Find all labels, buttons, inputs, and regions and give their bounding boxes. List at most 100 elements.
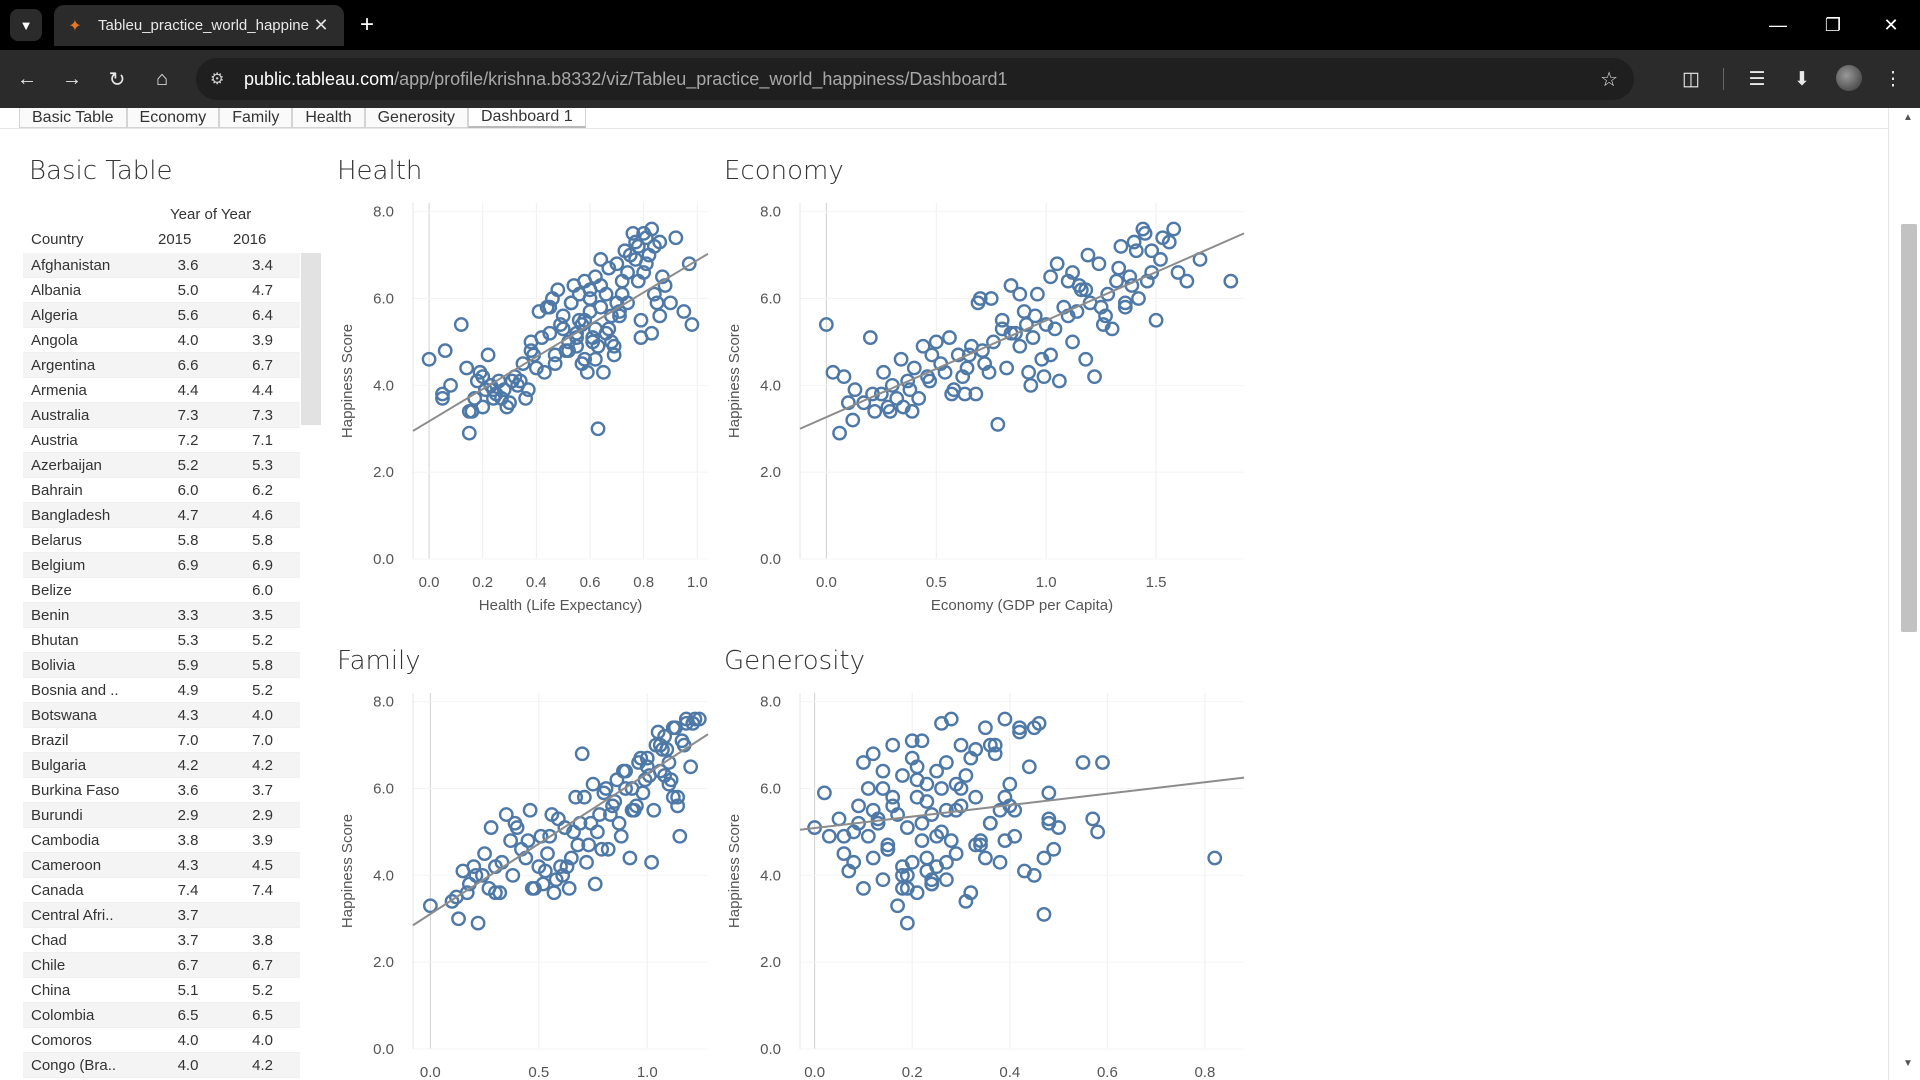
- scatter-point[interactable]: [928, 334, 944, 350]
- scatter-point[interactable]: [899, 820, 915, 835]
- scatter-point[interactable]: [520, 382, 536, 398]
- scatter-point[interactable]: [1018, 317, 1034, 332]
- scatter-point[interactable]: [598, 325, 614, 341]
- scatter-point[interactable]: [885, 737, 901, 753]
- tab-close-icon[interactable]: ✕: [313, 15, 329, 35]
- scatter-point[interactable]: [421, 351, 437, 367]
- scatter-point[interactable]: [895, 859, 910, 875]
- scatter-point[interactable]: [1090, 824, 1106, 840]
- scatter-point[interactable]: [670, 789, 686, 805]
- scatter-point[interactable]: [1170, 265, 1186, 280]
- scatter-point[interactable]: [950, 347, 966, 363]
- scatter-point[interactable]: [596, 364, 611, 380]
- new-tab-icon[interactable]: +: [359, 11, 374, 38]
- scatter-point[interactable]: [904, 733, 920, 749]
- scatter-point[interactable]: [846, 854, 862, 870]
- scatter-point[interactable]: [683, 759, 699, 775]
- scatter-point[interactable]: [1021, 759, 1037, 775]
- scatter-point[interactable]: [448, 889, 464, 905]
- scatter-point[interactable]: [461, 425, 477, 441]
- scatter-point[interactable]: [948, 846, 964, 862]
- scatter-point[interactable]: [1117, 295, 1133, 311]
- scatter-point[interactable]: [999, 360, 1015, 376]
- back-arrow-icon[interactable]: ←: [17, 67, 37, 90]
- scatter-point[interactable]: [895, 768, 910, 783]
- scatter-point[interactable]: [618, 781, 633, 796]
- table-row[interactable]: Brazil 7.0 7.0: [23, 728, 300, 753]
- table-row[interactable]: Benin 3.3 3.5: [23, 603, 300, 628]
- scatter-point[interactable]: [997, 833, 1013, 849]
- scatter-point[interactable]: [481, 880, 497, 896]
- scatter-point[interactable]: [593, 278, 609, 293]
- scatter-point[interactable]: [472, 364, 488, 380]
- scatter-point[interactable]: [435, 386, 450, 402]
- scatter-point[interactable]: [561, 880, 577, 896]
- scatter-point[interactable]: [646, 802, 662, 818]
- scatter-point[interactable]: [585, 330, 601, 345]
- scatter-point[interactable]: [594, 841, 610, 857]
- table-row[interactable]: Belarus 5.8 5.8: [23, 528, 300, 553]
- trend-line[interactable]: [799, 232, 1245, 430]
- site-settings-icon[interactable]: ⚙: [210, 71, 225, 88]
- table-row[interactable]: Bolivia 5.9 5.8: [23, 653, 300, 678]
- table-row[interactable]: Azerbaijan 5.2 5.3: [23, 453, 300, 478]
- table-row[interactable]: Bangladesh 4.7 4.6: [23, 503, 300, 528]
- scatter-point[interactable]: [652, 308, 668, 324]
- scatter-point[interactable]: [593, 299, 609, 315]
- sheet-tab-generosity[interactable]: Generosity: [364, 108, 468, 128]
- scatter-point[interactable]: [681, 256, 697, 272]
- scatter-point[interactable]: [958, 893, 974, 909]
- table-row[interactable]: Bulgaria 4.2 4.2: [23, 753, 300, 778]
- scatter-point[interactable]: [602, 807, 618, 822]
- scatter-point[interactable]: [579, 854, 594, 870]
- scatter-point[interactable]: [1091, 256, 1107, 272]
- year-2016-header[interactable]: 2016: [233, 231, 267, 248]
- country-column-header[interactable]: Country: [31, 231, 84, 248]
- scatter-point[interactable]: [992, 802, 1008, 818]
- scatter-point[interactable]: [880, 841, 896, 857]
- scatter-point[interactable]: [978, 850, 993, 866]
- scatter-point[interactable]: [990, 417, 1006, 432]
- scatter-point[interactable]: [468, 867, 484, 883]
- scatter-point[interactable]: [1003, 278, 1019, 293]
- scatter-point[interactable]: [867, 403, 883, 419]
- scatter-point[interactable]: [563, 295, 579, 311]
- scatter-point[interactable]: [443, 377, 458, 393]
- scatter-point[interactable]: [568, 789, 584, 805]
- scatter-point[interactable]: [601, 260, 617, 276]
- scatter-point[interactable]: [997, 711, 1013, 727]
- scatter-point[interactable]: [994, 312, 1010, 328]
- scatter-point[interactable]: [504, 373, 520, 389]
- scatter-point[interactable]: [590, 421, 606, 437]
- scatter-point[interactable]: [614, 273, 630, 289]
- table-scrollbar-thumb[interactable]: [301, 253, 321, 425]
- scatter-point[interactable]: [919, 863, 935, 879]
- scatter-point[interactable]: [840, 395, 856, 411]
- scatter-point[interactable]: [909, 885, 925, 901]
- scatter-point[interactable]: [555, 867, 571, 883]
- scatter-point[interactable]: [546, 885, 562, 901]
- scatter-point[interactable]: [470, 915, 486, 931]
- scatter-point[interactable]: [818, 317, 834, 332]
- scatter-point[interactable]: [577, 351, 593, 367]
- page-scrollbar-thumb[interactable]: [1901, 224, 1917, 632]
- scatter-point[interactable]: [668, 230, 684, 246]
- scatter-point[interactable]: [644, 854, 660, 870]
- scatter-point[interactable]: [885, 789, 901, 805]
- scatter-point[interactable]: [1128, 243, 1144, 259]
- scatter-point[interactable]: [873, 386, 889, 402]
- scatter-point[interactable]: [553, 859, 568, 875]
- scatter-point[interactable]: [505, 867, 521, 883]
- scatter-point[interactable]: [1131, 291, 1146, 306]
- scatter-point[interactable]: [1117, 299, 1133, 315]
- scatter-point[interactable]: [1104, 321, 1120, 337]
- scatter-point[interactable]: [953, 798, 969, 814]
- scatter-point[interactable]: [663, 772, 679, 788]
- scatter-point[interactable]: [875, 763, 891, 779]
- scatter-point[interactable]: [1100, 286, 1116, 302]
- table-row[interactable]: Botswana 4.3 4.0: [23, 703, 300, 728]
- download-icon[interactable]: ⬇: [1794, 68, 1810, 90]
- scatter-point[interactable]: [542, 299, 558, 315]
- scatter-point[interactable]: [507, 815, 523, 831]
- scatter-point[interactable]: [1036, 369, 1052, 385]
